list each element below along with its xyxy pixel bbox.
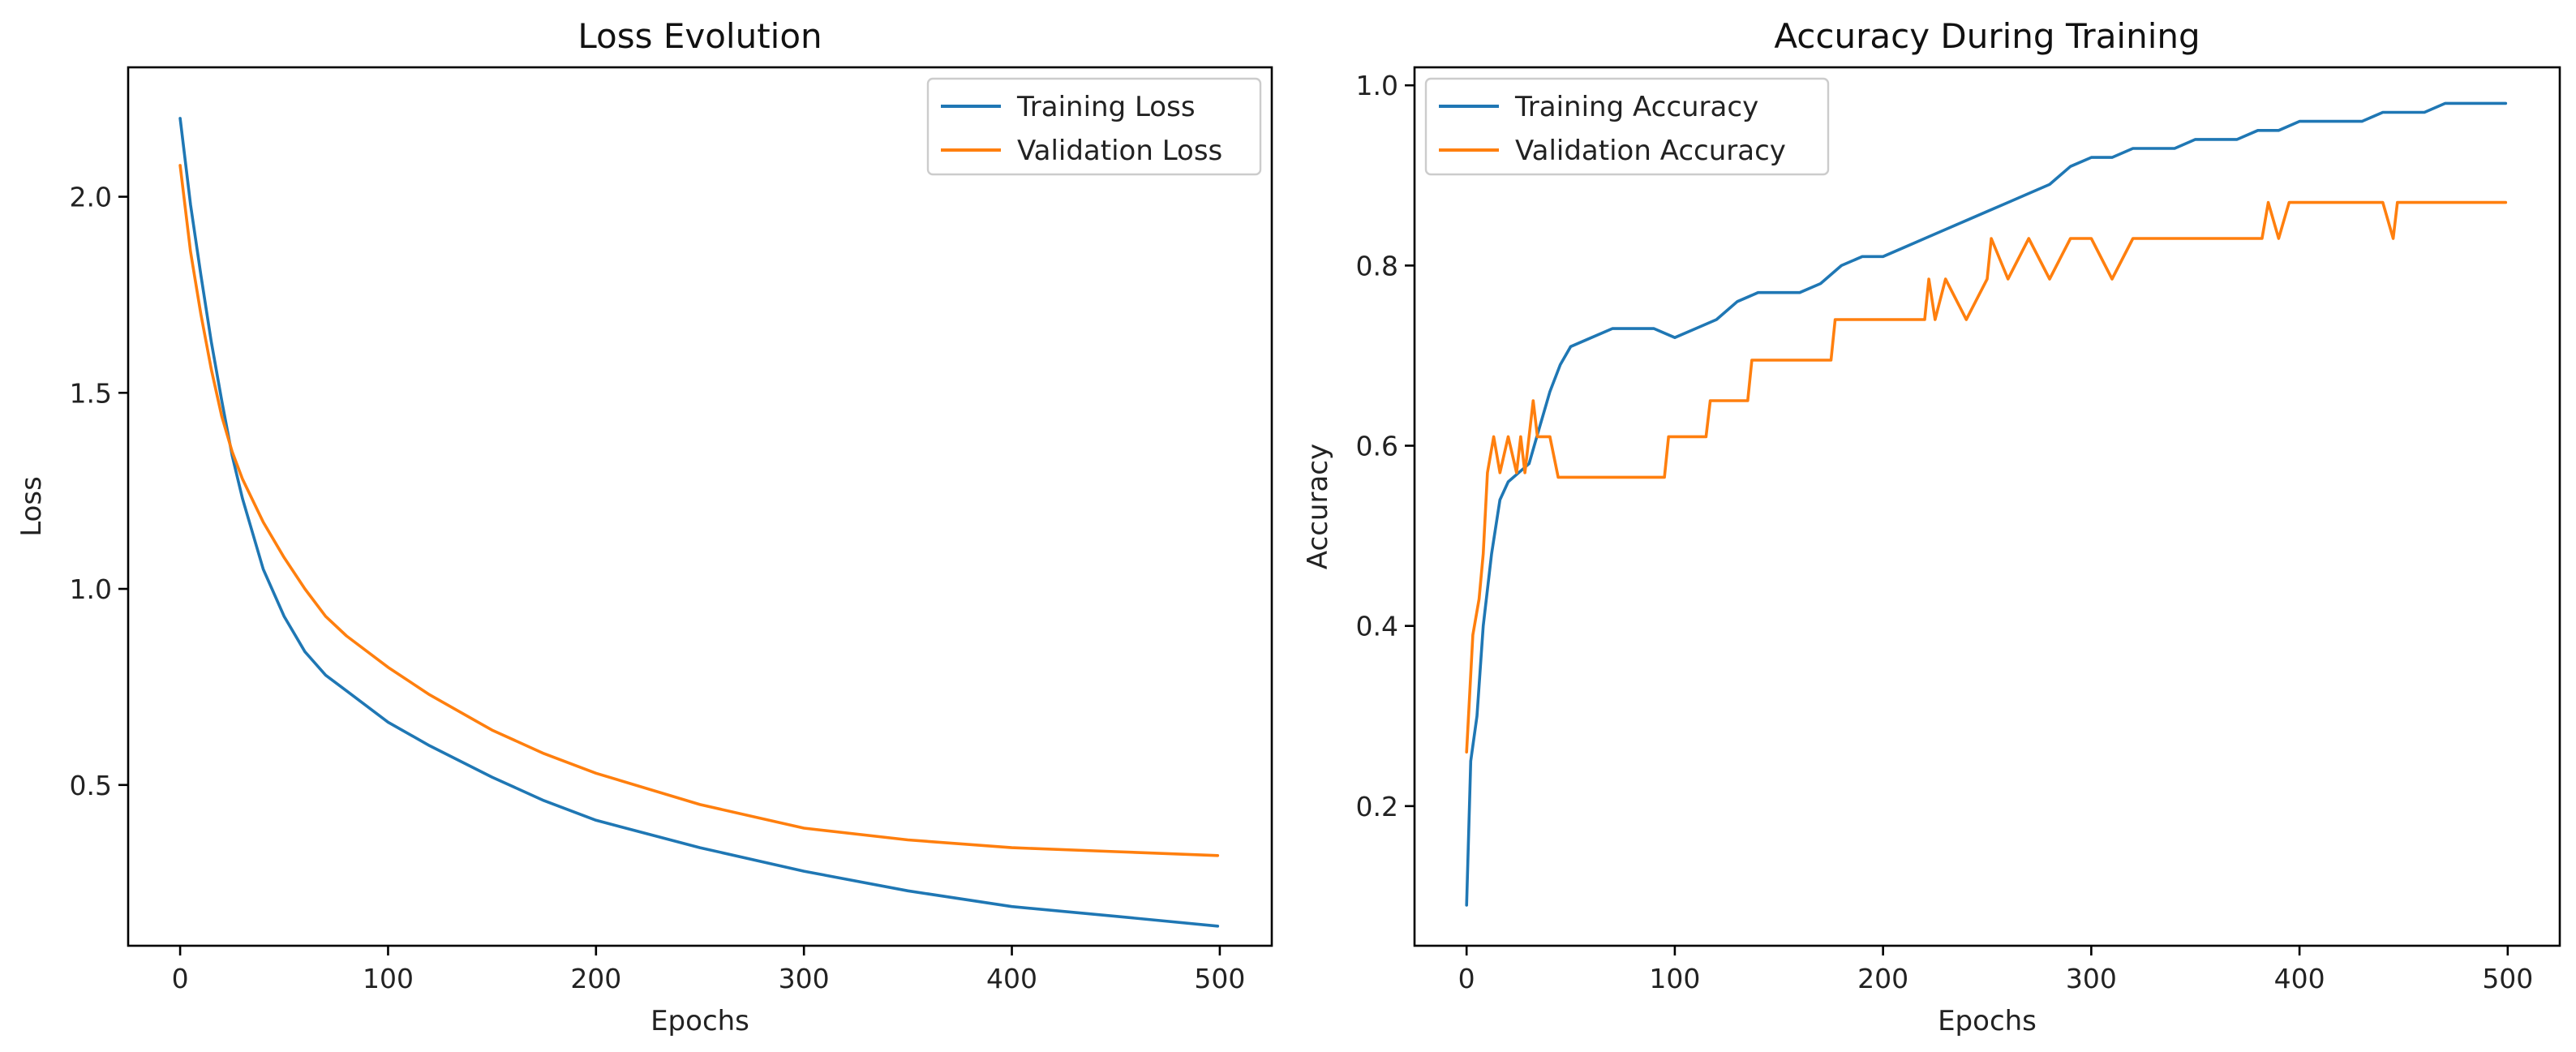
accuracy-chart: Accuracy During Training Epochs Accuracy… — [1302, 16, 2561, 1037]
x-tick-label: 100 — [363, 963, 414, 994]
y-tick-label: 1.5 — [70, 377, 112, 409]
series-layer — [178, 117, 1220, 928]
x-ticks: 0 100 200 300 400 500 — [172, 946, 1245, 994]
plot-area-frame — [1413, 66, 2561, 947]
chart-title: Loss Evolution — [577, 16, 822, 56]
series-line-validation-accuracy — [1465, 200, 2508, 754]
legend: Training Loss Validation Loss — [926, 77, 1262, 176]
y-tick-label: 0.4 — [1356, 611, 1398, 642]
x-tick-label: 500 — [2482, 963, 2533, 994]
x-tick-label: 0 — [1458, 963, 1475, 994]
legend-label-validation-loss: Validation Loss — [1017, 135, 1222, 167]
legend-label-training-loss: Training Loss — [1016, 91, 1196, 123]
x-tick-label: 400 — [986, 963, 1037, 994]
series-line-training-accuracy — [1465, 101, 2508, 907]
y-tick-label: 1.0 — [70, 573, 112, 605]
series-layer — [1465, 101, 2508, 907]
x-axis-label: Epochs — [1938, 1005, 2037, 1037]
y-tick-label: 1.0 — [1356, 70, 1398, 101]
x-ticks: 0 100 200 300 400 500 — [1458, 946, 2533, 994]
x-tick-label: 500 — [1194, 963, 1245, 994]
y-tick-label: 0.2 — [1356, 791, 1398, 822]
series-line-training-loss — [178, 117, 1220, 928]
x-tick-label: 0 — [172, 963, 189, 994]
legend-label-validation-accuracy: Validation Accuracy — [1515, 135, 1786, 167]
legend-label-training-accuracy: Training Accuracy — [1514, 91, 1758, 123]
y-axis-label: Accuracy — [1302, 444, 1334, 569]
legend-box — [926, 77, 1262, 176]
x-tick-label: 300 — [2066, 963, 2117, 994]
y-tick-label: 0.8 — [1356, 250, 1398, 281]
y-ticks: 0.5 1.0 1.5 2.0 — [70, 182, 128, 801]
chart-title: Accuracy During Training — [1774, 16, 2200, 56]
x-tick-label: 400 — [2274, 963, 2325, 994]
y-tick-label: 2.0 — [70, 182, 112, 213]
plot-area-frame — [127, 66, 1273, 947]
y-axis-label: Loss — [15, 476, 48, 537]
x-tick-label: 100 — [1649, 963, 1700, 994]
x-tick-label: 300 — [779, 963, 830, 994]
y-tick-label: 0.6 — [1356, 431, 1398, 462]
x-axis-label: Epochs — [650, 1005, 749, 1037]
x-tick-label: 200 — [1857, 963, 1908, 994]
y-ticks: 0.2 0.4 0.6 0.8 1.0 — [1356, 70, 1415, 822]
loss-chart: Loss Evolution Epochs Loss 0 100 200 300 400… — [15, 16, 1273, 1037]
x-tick-label: 200 — [570, 963, 621, 994]
legend-box — [1424, 77, 1830, 176]
legend: Training Accuracy Validation Accuracy — [1424, 77, 1830, 176]
y-tick-label: 0.5 — [70, 770, 112, 801]
series-line-validation-loss — [178, 164, 1220, 857]
